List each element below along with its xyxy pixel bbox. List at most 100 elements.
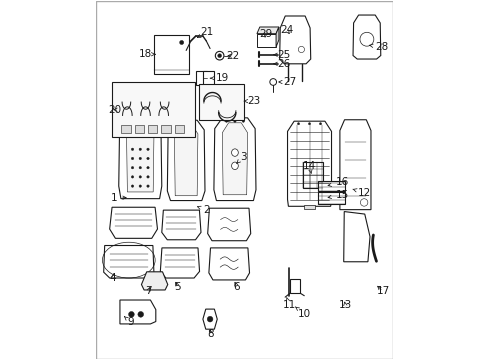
Polygon shape xyxy=(103,246,154,278)
Polygon shape xyxy=(207,208,250,241)
FancyBboxPatch shape xyxy=(111,82,195,137)
Polygon shape xyxy=(109,207,157,238)
Text: 26: 26 xyxy=(273,59,290,69)
Polygon shape xyxy=(119,115,162,199)
Text: 17: 17 xyxy=(376,286,389,296)
Circle shape xyxy=(146,166,149,169)
Ellipse shape xyxy=(231,162,238,170)
Text: 27: 27 xyxy=(278,77,295,87)
Text: 9: 9 xyxy=(124,317,134,327)
Circle shape xyxy=(131,166,133,169)
Text: 20: 20 xyxy=(108,105,121,115)
Text: 15: 15 xyxy=(327,190,348,200)
Polygon shape xyxy=(120,300,156,324)
Circle shape xyxy=(139,157,141,160)
Text: 12: 12 xyxy=(352,188,371,198)
Polygon shape xyxy=(279,16,310,64)
Text: 11: 11 xyxy=(282,297,295,310)
Circle shape xyxy=(128,311,134,317)
Text: 4: 4 xyxy=(109,273,116,283)
Text: 1: 1 xyxy=(110,193,126,203)
Circle shape xyxy=(146,157,149,160)
FancyBboxPatch shape xyxy=(199,84,244,120)
Bar xyxy=(203,71,214,85)
Bar xyxy=(154,35,188,74)
Circle shape xyxy=(207,316,212,322)
Polygon shape xyxy=(203,309,217,329)
Polygon shape xyxy=(343,212,369,262)
Circle shape xyxy=(131,185,133,187)
Text: 22: 22 xyxy=(226,51,239,61)
Bar xyxy=(161,125,170,133)
Polygon shape xyxy=(208,248,249,280)
Circle shape xyxy=(184,121,187,124)
Text: 24: 24 xyxy=(280,25,293,35)
Polygon shape xyxy=(287,121,331,206)
Circle shape xyxy=(146,185,149,187)
Polygon shape xyxy=(141,272,167,290)
Text: 6: 6 xyxy=(233,282,240,292)
Circle shape xyxy=(139,176,141,178)
Polygon shape xyxy=(222,123,247,195)
Text: 10: 10 xyxy=(295,307,310,319)
Circle shape xyxy=(225,120,227,122)
Text: 5: 5 xyxy=(174,282,181,292)
Ellipse shape xyxy=(231,149,238,156)
Circle shape xyxy=(136,117,138,120)
Bar xyxy=(318,192,344,204)
Polygon shape xyxy=(256,27,278,34)
Text: 16: 16 xyxy=(327,177,348,188)
Polygon shape xyxy=(339,120,370,210)
Text: 3: 3 xyxy=(236,152,246,163)
Bar xyxy=(174,125,184,133)
Circle shape xyxy=(139,166,141,169)
Bar xyxy=(289,279,300,293)
Circle shape xyxy=(139,185,141,187)
Circle shape xyxy=(146,176,149,178)
Circle shape xyxy=(131,176,133,178)
Bar xyxy=(121,125,130,133)
Bar xyxy=(196,71,207,85)
Circle shape xyxy=(217,54,221,58)
Circle shape xyxy=(297,123,299,125)
Polygon shape xyxy=(276,27,278,47)
Text: 29: 29 xyxy=(258,29,271,39)
Circle shape xyxy=(242,120,244,122)
Text: 21: 21 xyxy=(197,27,213,37)
Polygon shape xyxy=(160,248,199,278)
Text: 7: 7 xyxy=(145,287,151,296)
Text: 18: 18 xyxy=(139,49,155,59)
Text: 14: 14 xyxy=(302,161,315,174)
Polygon shape xyxy=(256,34,276,47)
Polygon shape xyxy=(126,121,154,192)
Polygon shape xyxy=(167,120,204,201)
Circle shape xyxy=(179,40,183,45)
Bar xyxy=(147,125,157,133)
Text: 28: 28 xyxy=(368,42,387,52)
Circle shape xyxy=(127,117,129,120)
Text: 23: 23 xyxy=(244,96,260,106)
Bar xyxy=(318,181,344,192)
Bar xyxy=(303,162,323,188)
Circle shape xyxy=(131,157,133,160)
Circle shape xyxy=(142,117,144,120)
Text: 2: 2 xyxy=(197,205,209,215)
Circle shape xyxy=(138,311,143,317)
Circle shape xyxy=(308,123,310,125)
Text: 8: 8 xyxy=(207,329,214,339)
Polygon shape xyxy=(213,118,255,201)
Polygon shape xyxy=(352,15,380,59)
Circle shape xyxy=(146,148,149,150)
Polygon shape xyxy=(162,210,201,240)
Bar xyxy=(304,206,314,209)
Circle shape xyxy=(233,120,236,122)
Text: 13: 13 xyxy=(338,300,351,310)
Circle shape xyxy=(151,117,153,120)
Circle shape xyxy=(319,123,321,125)
Bar xyxy=(134,125,144,133)
Circle shape xyxy=(131,148,133,150)
Circle shape xyxy=(139,148,141,150)
Text: 25: 25 xyxy=(273,50,290,60)
Polygon shape xyxy=(174,124,198,196)
Text: 19: 19 xyxy=(210,73,228,83)
